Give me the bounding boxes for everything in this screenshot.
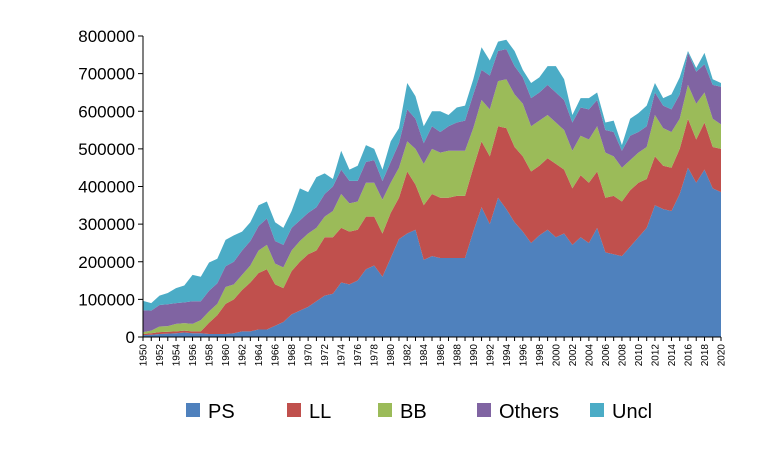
x-tick-label: 1976	[353, 344, 364, 367]
area-uncl	[143, 39, 721, 311]
x-tick-label: 1982	[403, 344, 414, 367]
area-ps	[143, 167, 721, 337]
x-tick-label: 1998	[535, 344, 546, 367]
x-tick-label: 1994	[502, 344, 513, 367]
x-tick-label: 2018	[700, 344, 711, 367]
legend-swatch-others	[477, 403, 491, 417]
x-tick-label: 1984	[419, 344, 430, 367]
legend-label-others: Others	[499, 401, 559, 423]
x-tick-label: 1952	[155, 344, 166, 367]
x-tick-label: 2008	[617, 344, 628, 367]
x-tick-label: 1970	[304, 344, 315, 367]
y-tick-label: 400000	[78, 178, 135, 197]
x-tick-label: 1992	[485, 344, 496, 367]
y-tick-label: 500000	[78, 140, 135, 159]
x-tick-label: 1986	[436, 344, 447, 367]
area-ll	[143, 118, 721, 336]
x-tick-label: 1956	[188, 344, 199, 367]
legend-label-uncl: Uncl	[612, 401, 652, 423]
x-tick-label: 1962	[238, 344, 249, 367]
x-tick-label: 2012	[650, 344, 661, 367]
legend-label-ps: PS	[208, 401, 235, 423]
x-tick-label: 1958	[205, 344, 216, 367]
x-tick-label: 2016	[683, 344, 694, 367]
legend-label-ll: LL	[309, 401, 331, 423]
area-others	[143, 49, 721, 333]
x-tick-label: 1996	[518, 344, 529, 367]
x-tick-label: 1950	[139, 344, 150, 367]
x-tick-label: 2006	[601, 344, 612, 367]
x-tick-label: 1988	[452, 344, 463, 367]
x-tick-label: 1960	[221, 344, 232, 367]
x-tick-label: 1968	[287, 344, 298, 367]
legend-swatch-uncl	[590, 403, 604, 417]
x-tick-label: 2014	[667, 344, 678, 367]
x-tick-label: 1954	[172, 344, 183, 367]
y-tick-label: 700000	[78, 65, 135, 84]
legend: PS LL BB Others Uncl	[186, 401, 652, 423]
x-tick-label: 1990	[469, 344, 480, 367]
x-tick-label: 1972	[320, 344, 331, 367]
legend-swatch-ps	[186, 403, 200, 417]
legend-swatch-bb	[378, 403, 392, 417]
y-tick-label: 100000	[78, 290, 135, 309]
legend-swatch-ll	[287, 403, 301, 417]
y-axis-ticks: 0 100000 200000 300000 400000 500000 600000 700…	[78, 27, 143, 347]
x-tick-label: 2000	[551, 344, 562, 367]
y-tick-label: 300000	[78, 215, 135, 234]
x-tick-label: 2004	[584, 344, 595, 367]
x-tick-label: 1966	[271, 344, 282, 367]
legend-label-bb: BB	[400, 401, 427, 423]
x-tick-label: 2002	[568, 344, 579, 367]
x-tick-label: 2010	[634, 344, 645, 367]
x-axis-ticks: 1950 1952 1954 1956 1958 1960 1962 1964 1966 1968…	[139, 337, 728, 366]
x-tick-label: 2020	[717, 344, 728, 367]
y-tick-label: 600000	[78, 102, 135, 121]
y-tick-label: 800000	[78, 27, 135, 46]
x-tick-label: 1974	[337, 344, 348, 367]
x-tick-label: 1978	[370, 344, 381, 367]
area-series-group	[143, 39, 721, 337]
x-tick-label: 1980	[386, 344, 397, 367]
y-tick-label: 200000	[78, 253, 135, 272]
x-tick-label: 1964	[254, 344, 265, 367]
y-tick-label: 0	[126, 328, 135, 347]
area-bb	[143, 79, 721, 334]
